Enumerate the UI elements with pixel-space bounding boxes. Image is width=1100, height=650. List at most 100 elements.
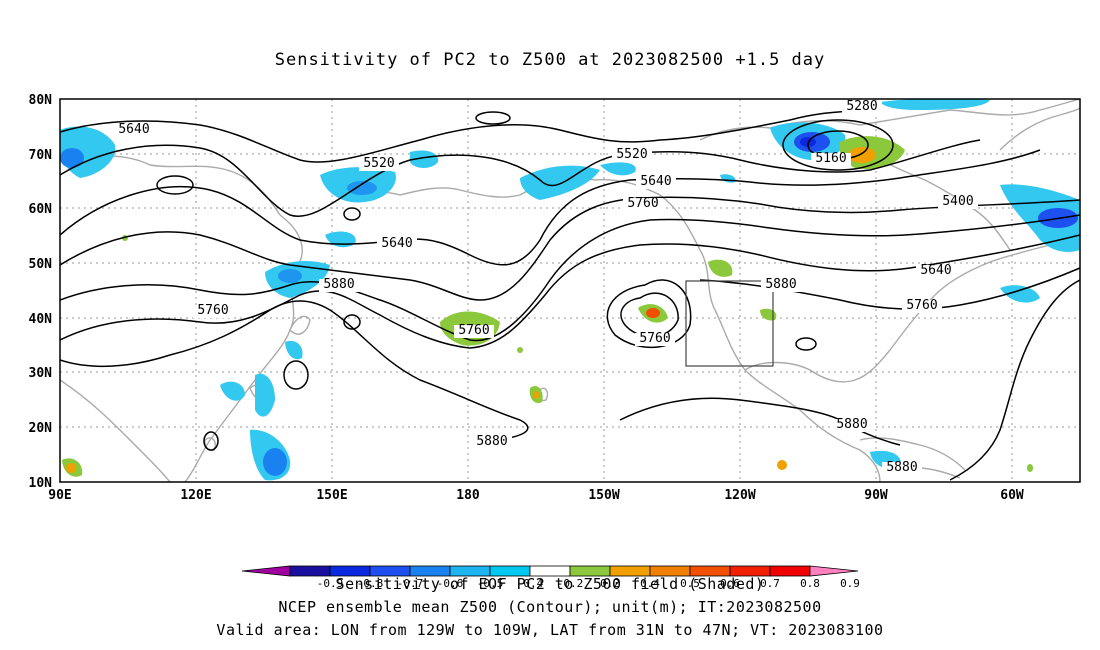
shade-region (66, 463, 76, 473)
map-border (59, 98, 1081, 483)
caption-valid-area: Valid area: LON from 129W to 109W, LAT f… (216, 621, 884, 639)
contour-labels: 5640 5520 5640 5760 5880 5880 5760 5520 … (114, 99, 978, 475)
chart-title: Sensitivity of PC2 to Z500 at 2023082500… (274, 50, 826, 70)
contour-label: 5640 (640, 174, 671, 189)
contour-label: 5880 (476, 434, 507, 449)
colorbar-tick-label: 0.5 (680, 577, 700, 590)
shade-region (646, 308, 660, 318)
contour-line (795, 337, 817, 351)
contour-line (156, 175, 194, 195)
contour-line (283, 360, 309, 390)
lon-axis: 90E 120E 150E 180 150W 120W 90W 60W (48, 488, 1024, 503)
shade-region (777, 460, 787, 470)
contour-label: 5520 (616, 147, 647, 162)
shade-region (263, 448, 287, 476)
colorbar-end-right (809, 565, 859, 577)
lat-axis: 80N 70N 60N 50N 40N 30N 20N 10N (29, 93, 53, 491)
shade-region (60, 148, 84, 168)
contour-label: 5640 (118, 122, 149, 137)
contour-line (619, 397, 901, 446)
lon-tick-label: 120W (724, 488, 755, 503)
contour-label: 5880 (886, 460, 917, 475)
shade-region (880, 99, 990, 110)
contour-line (343, 314, 361, 330)
colorbar-tick-label: 0.9 (840, 577, 860, 590)
lon-tick-label: 60W (1000, 488, 1024, 503)
caption-shading: Sensitivity of EOF PC2 to Z500 field (Sh… (335, 575, 765, 593)
lat-tick-label: 80N (29, 93, 53, 108)
contour-line (949, 279, 1080, 481)
colorbar-tick-label: 0.7 (760, 577, 780, 590)
colorbar-tick-label: 0.4 (640, 577, 660, 590)
lon-tick-label: 150E (316, 488, 347, 503)
contour-label: 5880 (323, 277, 354, 292)
shade-region (517, 347, 523, 353)
shade-region (1000, 285, 1040, 303)
shade-region (410, 150, 439, 168)
colorbar-tick-label: 0.8 (800, 577, 820, 590)
contour-line (60, 110, 881, 163)
colorbar-tick-label: -0.8 (357, 577, 384, 590)
lat-tick-label: 20N (29, 421, 53, 436)
shade-region (708, 259, 733, 277)
shade-region (278, 269, 302, 283)
caption-contour: NCEP ensemble mean Z500 (Contour); unit(… (278, 598, 822, 616)
contour-label: 5520 (363, 156, 394, 171)
contour-line (606, 279, 692, 348)
contour-label: 5640 (381, 236, 412, 251)
shade-region (220, 381, 245, 401)
contour-line (60, 149, 1041, 266)
contour-line (203, 431, 219, 451)
contour-line (475, 111, 511, 125)
contour-label: 5760 (906, 298, 937, 313)
contour-label: 5760 (458, 323, 489, 338)
valid-area-box (685, 280, 774, 367)
shade-region (1027, 464, 1033, 472)
shade-region (600, 162, 636, 176)
contour-label: 5760 (627, 196, 658, 211)
lon-tick-label: 150W (588, 488, 619, 503)
shade-region (533, 391, 539, 399)
shade-region (255, 373, 275, 417)
lon-tick-label: 180 (456, 488, 480, 503)
lat-tick-label: 40N (29, 312, 53, 327)
shade-region (520, 165, 600, 200)
contour-line (782, 119, 894, 171)
contour-label: 5760 (197, 303, 228, 318)
lat-tick-label: 70N (29, 148, 53, 163)
colorbar-tick-label: 0.6 (720, 577, 740, 590)
colorbar-tick-label: -0.9 (317, 577, 344, 590)
contour-line (60, 196, 1080, 301)
contour-label: 5280 (846, 99, 877, 114)
contour-line (343, 207, 361, 221)
contour-label: 5760 (639, 331, 670, 346)
shade-region (285, 340, 303, 360)
lon-tick-label: 90E (48, 488, 71, 503)
contour-label: 5160 (815, 151, 846, 166)
colorbar: -0.9 -0.8 -0.7 -0.6 -0.5 -0.4 -0.2 0.2 0.4 0.5 0.6… (241, 565, 860, 590)
lat-tick-label: 10N (29, 476, 53, 491)
colorbar-tick-label: -0.2 (557, 577, 584, 590)
lat-tick-label: 60N (29, 202, 53, 217)
contour-line (60, 234, 1080, 349)
colorbar-tick-label: -0.4 (517, 577, 544, 590)
contour-line (60, 214, 1080, 342)
shade-region (848, 147, 876, 163)
contour-label: 5400 (942, 194, 973, 209)
colorbar-tick-label: -0.5 (477, 577, 504, 590)
lat-tick-label: 50N (29, 257, 53, 272)
colorbar-tick-label: -0.7 (397, 577, 424, 590)
lat-tick-label: 30N (29, 366, 53, 381)
colorbar-tick-label: 0.2 (600, 577, 620, 590)
lon-tick-label: 90W (864, 488, 888, 503)
shade-region (347, 181, 377, 195)
lon-tick-label: 120E (180, 488, 211, 503)
contour-line (60, 139, 981, 218)
contour-label: 5880 (765, 277, 796, 292)
shade-region (760, 308, 777, 321)
contour-label: 5880 (836, 417, 867, 432)
map-panel (60, 99, 1080, 482)
contour-label: 5640 (920, 263, 951, 278)
contour-line (60, 300, 529, 441)
